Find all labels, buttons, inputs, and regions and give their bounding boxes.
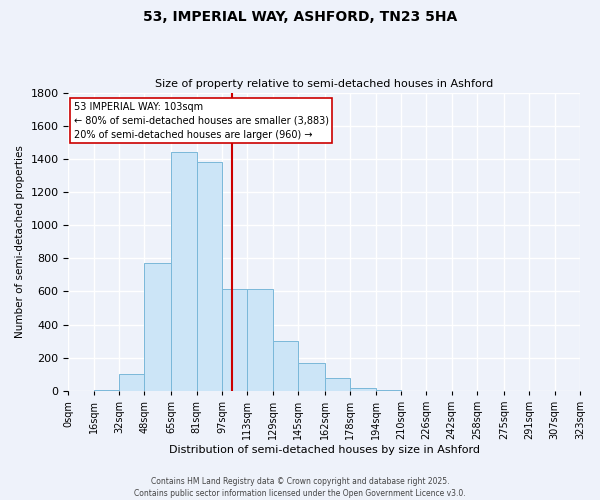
Bar	[222, 289, 247, 391]
Bar	[119, 374, 145, 391]
Bar	[145, 264, 172, 391]
Bar	[247, 289, 273, 391]
Bar	[325, 378, 350, 391]
Y-axis label: Number of semi-detached properties: Number of semi-detached properties	[15, 146, 25, 338]
Text: 53, IMPERIAL WAY, ASHFORD, TN23 5HA: 53, IMPERIAL WAY, ASHFORD, TN23 5HA	[143, 10, 457, 24]
X-axis label: Distribution of semi-detached houses by size in Ashford: Distribution of semi-detached houses by …	[169, 445, 480, 455]
Bar	[172, 152, 197, 391]
Title: Size of property relative to semi-detached houses in Ashford: Size of property relative to semi-detach…	[155, 79, 493, 89]
Bar	[350, 388, 376, 391]
Bar	[273, 341, 298, 391]
Bar	[376, 390, 401, 391]
Text: 53 IMPERIAL WAY: 103sqm
← 80% of semi-detached houses are smaller (3,883)
20% of: 53 IMPERIAL WAY: 103sqm ← 80% of semi-de…	[74, 102, 329, 140]
Bar	[94, 390, 119, 391]
Bar	[197, 162, 222, 391]
Text: Contains HM Land Registry data © Crown copyright and database right 2025.
Contai: Contains HM Land Registry data © Crown c…	[134, 476, 466, 498]
Bar	[298, 362, 325, 391]
